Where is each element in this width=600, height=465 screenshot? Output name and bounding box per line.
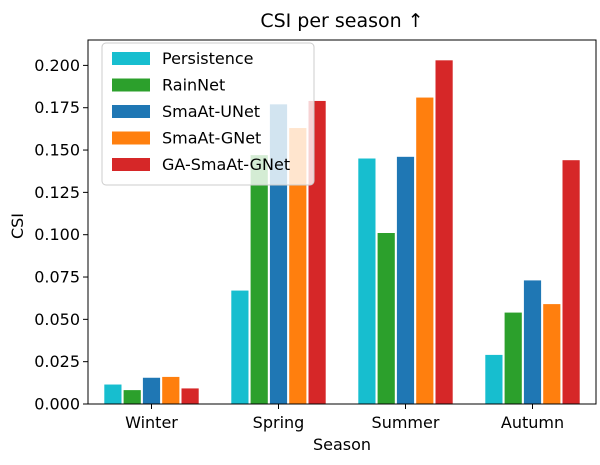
bar-persistence-autumn — [485, 354, 503, 404]
x-tick-label-summer: Summer — [372, 413, 440, 432]
legend-label: Persistence — [162, 49, 254, 68]
legend-swatch — [112, 52, 150, 65]
bar-persistence-summer — [358, 158, 376, 404]
x-tick-label-winter: Winter — [125, 413, 178, 432]
bar-smaat-unet-autumn — [523, 280, 542, 404]
legend-label: SmaAt-GNet — [162, 129, 261, 148]
y-tick-label: 0.150 — [34, 141, 80, 160]
bar-persistence-winter — [104, 384, 122, 404]
axes-layer: 0.000 0.025 0.050 0.075 0.100 0.125 0.150 0.175… — [34, 39, 597, 432]
y-tick-label: 0.025 — [34, 352, 80, 371]
legend-box — [101, 42, 315, 186]
y-tick-label: 0.050 — [34, 310, 80, 329]
legend-swatch — [112, 158, 150, 171]
bar-persistence-spring — [231, 290, 249, 404]
bar-rainnet-autumn — [504, 312, 522, 404]
legend-swatch — [112, 131, 150, 145]
bar-smaat-gnet-summer — [416, 97, 434, 404]
bar-rainnet-spring — [250, 155, 268, 404]
bar-smaat-gnet-autumn — [543, 304, 561, 404]
y-tick-label: 0.100 — [34, 225, 80, 244]
bar-ga-smaat-gnet-summer — [435, 60, 453, 404]
x-tick-label-autumn: Autumn — [501, 413, 564, 432]
y-axis-label: CSI — [8, 213, 27, 239]
chart-title: CSI per season ↑ — [260, 10, 423, 32]
bar-smaat-gnet-spring — [289, 128, 307, 405]
y-tick-label: 0.125 — [34, 183, 80, 202]
legend-label: RainNet — [162, 76, 225, 95]
bar-rainnet-summer — [377, 233, 395, 404]
bar-ga-smaat-gnet-autumn — [562, 160, 580, 404]
x-tick-label-spring: Spring — [253, 413, 305, 432]
bar-ga-smaat-gnet-winter — [181, 388, 199, 404]
y-tick-label: 0.200 — [34, 56, 80, 75]
bar-smaat-unet-summer — [396, 156, 415, 404]
bar-smaat-gnet-winter — [162, 376, 180, 404]
legend-label: GA-SmaAt-GNet — [162, 155, 290, 174]
bar-rainnet-winter — [123, 390, 141, 404]
y-tick-label: 0.075 — [34, 268, 80, 287]
legend: Persistence RainNet SmaAt-UNet SmaAt-GNet GA… — [101, 42, 315, 186]
legend-swatch — [112, 105, 150, 118]
plot-frame — [87, 39, 597, 405]
bar-smaat-unet-winter — [142, 377, 161, 404]
y-tick-label: 0.000 — [34, 395, 80, 414]
legend-label: SmaAt-UNet — [162, 102, 260, 121]
x-axis-label: Season — [313, 435, 371, 454]
y-tick-label: 0.175 — [34, 98, 80, 117]
legend-swatch — [112, 78, 150, 92]
